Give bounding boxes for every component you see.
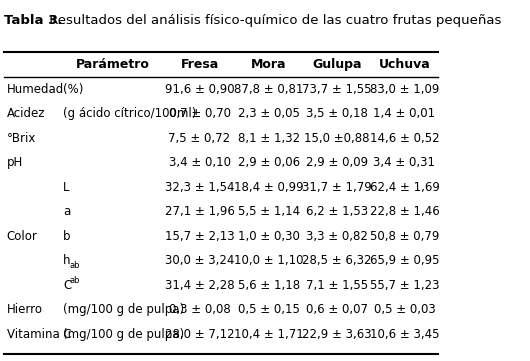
Text: ab: ab	[69, 276, 80, 285]
Text: 0,3 ± 0,08: 0,3 ± 0,08	[169, 303, 231, 316]
Text: (g ácido cítrico/100ml): (g ácido cítrico/100ml)	[63, 107, 197, 120]
Text: 22,8 ± 1,46: 22,8 ± 1,46	[369, 205, 439, 218]
Text: 27,1 ± 1,96: 27,1 ± 1,96	[165, 205, 234, 218]
Text: 30,0 ± 3,24: 30,0 ± 3,24	[165, 254, 234, 267]
Text: 5,5 ± 1,14: 5,5 ± 1,14	[238, 205, 300, 218]
Text: 55,7 ± 1,23: 55,7 ± 1,23	[370, 279, 439, 292]
Text: ab: ab	[69, 261, 80, 270]
Text: °Brix: °Brix	[7, 132, 36, 145]
Text: 50,8 ± 0,79: 50,8 ± 0,79	[370, 230, 439, 243]
Text: Mora: Mora	[251, 58, 287, 71]
Text: 1,0 ± 0,30: 1,0 ± 0,30	[238, 230, 300, 243]
Text: 28,0 ± 7,12: 28,0 ± 7,12	[165, 328, 234, 341]
Text: 83,0 ± 1,09: 83,0 ± 1,09	[370, 83, 439, 96]
Text: 3,5 ± 0,18: 3,5 ± 0,18	[306, 107, 368, 120]
Text: Humedad: Humedad	[7, 83, 64, 96]
Text: (%): (%)	[63, 83, 83, 96]
Text: Vitamina C: Vitamina C	[7, 328, 72, 341]
Text: Uchuva: Uchuva	[378, 58, 430, 71]
Text: 6,2 ± 1,53: 6,2 ± 1,53	[306, 205, 368, 218]
Text: 18,4 ± 0,99: 18,4 ± 0,99	[234, 180, 304, 193]
Text: (mg/100 g de pulpa): (mg/100 g de pulpa)	[63, 328, 184, 341]
Text: 3,3 ± 0,82: 3,3 ± 0,82	[306, 230, 368, 243]
Text: 0,5 ± 0,15: 0,5 ± 0,15	[238, 303, 300, 316]
Text: 65,9 ± 0,95: 65,9 ± 0,95	[370, 254, 439, 267]
Text: Resultados del análisis físico-químico de las cuatro frutas pequeñas: Resultados del análisis físico-químico d…	[45, 14, 501, 27]
Text: 1,4 ± 0,01: 1,4 ± 0,01	[373, 107, 436, 120]
Text: Tabla 3.: Tabla 3.	[4, 14, 63, 27]
Text: 2,9 ± 0,06: 2,9 ± 0,06	[238, 156, 300, 169]
Text: 2,3 ± 0,05: 2,3 ± 0,05	[238, 107, 300, 120]
Text: 22,9 ± 3,63: 22,9 ± 3,63	[303, 328, 372, 341]
Text: 10,6 ± 3,45: 10,6 ± 3,45	[370, 328, 439, 341]
Text: 3,4 ± 0,10: 3,4 ± 0,10	[169, 156, 231, 169]
Text: Fresa: Fresa	[180, 58, 219, 71]
Text: 28,5 ± 6,32: 28,5 ± 6,32	[303, 254, 372, 267]
Text: 10,0 ± 1,10: 10,0 ± 1,10	[234, 254, 304, 267]
Text: 62,4 ± 1,69: 62,4 ± 1,69	[369, 180, 439, 193]
Text: 91,6 ± 0,90: 91,6 ± 0,90	[165, 83, 234, 96]
Text: C: C	[63, 279, 71, 292]
Text: 8,1 ± 1,32: 8,1 ± 1,32	[238, 132, 300, 145]
Text: pH: pH	[7, 156, 23, 169]
Text: h: h	[63, 254, 70, 267]
Text: 32,3 ± 1,54: 32,3 ± 1,54	[165, 180, 234, 193]
Text: 73,7 ± 1,55: 73,7 ± 1,55	[303, 83, 372, 96]
Text: 87,8 ± 0,81: 87,8 ± 0,81	[234, 83, 304, 96]
Text: 10,4 ± 1,71: 10,4 ± 1,71	[234, 328, 304, 341]
Text: 15,0 ±0,88: 15,0 ±0,88	[304, 132, 370, 145]
Text: 5,6 ± 1,18: 5,6 ± 1,18	[238, 279, 300, 292]
Text: Acidez: Acidez	[7, 107, 45, 120]
Text: (mg/100 g de pulpa): (mg/100 g de pulpa)	[63, 303, 184, 316]
Text: 3,4 ± 0,31: 3,4 ± 0,31	[374, 156, 436, 169]
Text: Parámetro: Parámetro	[76, 58, 150, 71]
Text: b: b	[63, 230, 70, 243]
Text: 31,7 ± 1,79: 31,7 ± 1,79	[302, 180, 372, 193]
Text: Gulupa: Gulupa	[313, 58, 362, 71]
Text: a: a	[63, 205, 70, 218]
Text: 15,7 ± 2,13: 15,7 ± 2,13	[165, 230, 234, 243]
Text: 14,6 ± 0,52: 14,6 ± 0,52	[369, 132, 439, 145]
Text: 2,9 ± 0,09: 2,9 ± 0,09	[306, 156, 368, 169]
Text: 31,4 ± 2,28: 31,4 ± 2,28	[165, 279, 234, 292]
Text: L: L	[63, 180, 69, 193]
Text: 7,5 ± 0,72: 7,5 ± 0,72	[169, 132, 231, 145]
Text: Hierro: Hierro	[7, 303, 42, 316]
Text: 0,5 ± 0,03: 0,5 ± 0,03	[374, 303, 435, 316]
Text: 0,6 ± 0,07: 0,6 ± 0,07	[306, 303, 368, 316]
Text: 7,1 ± 1,55: 7,1 ± 1,55	[306, 279, 368, 292]
Text: 0,7 ± 0,70: 0,7 ± 0,70	[169, 107, 231, 120]
Text: Color: Color	[7, 230, 38, 243]
